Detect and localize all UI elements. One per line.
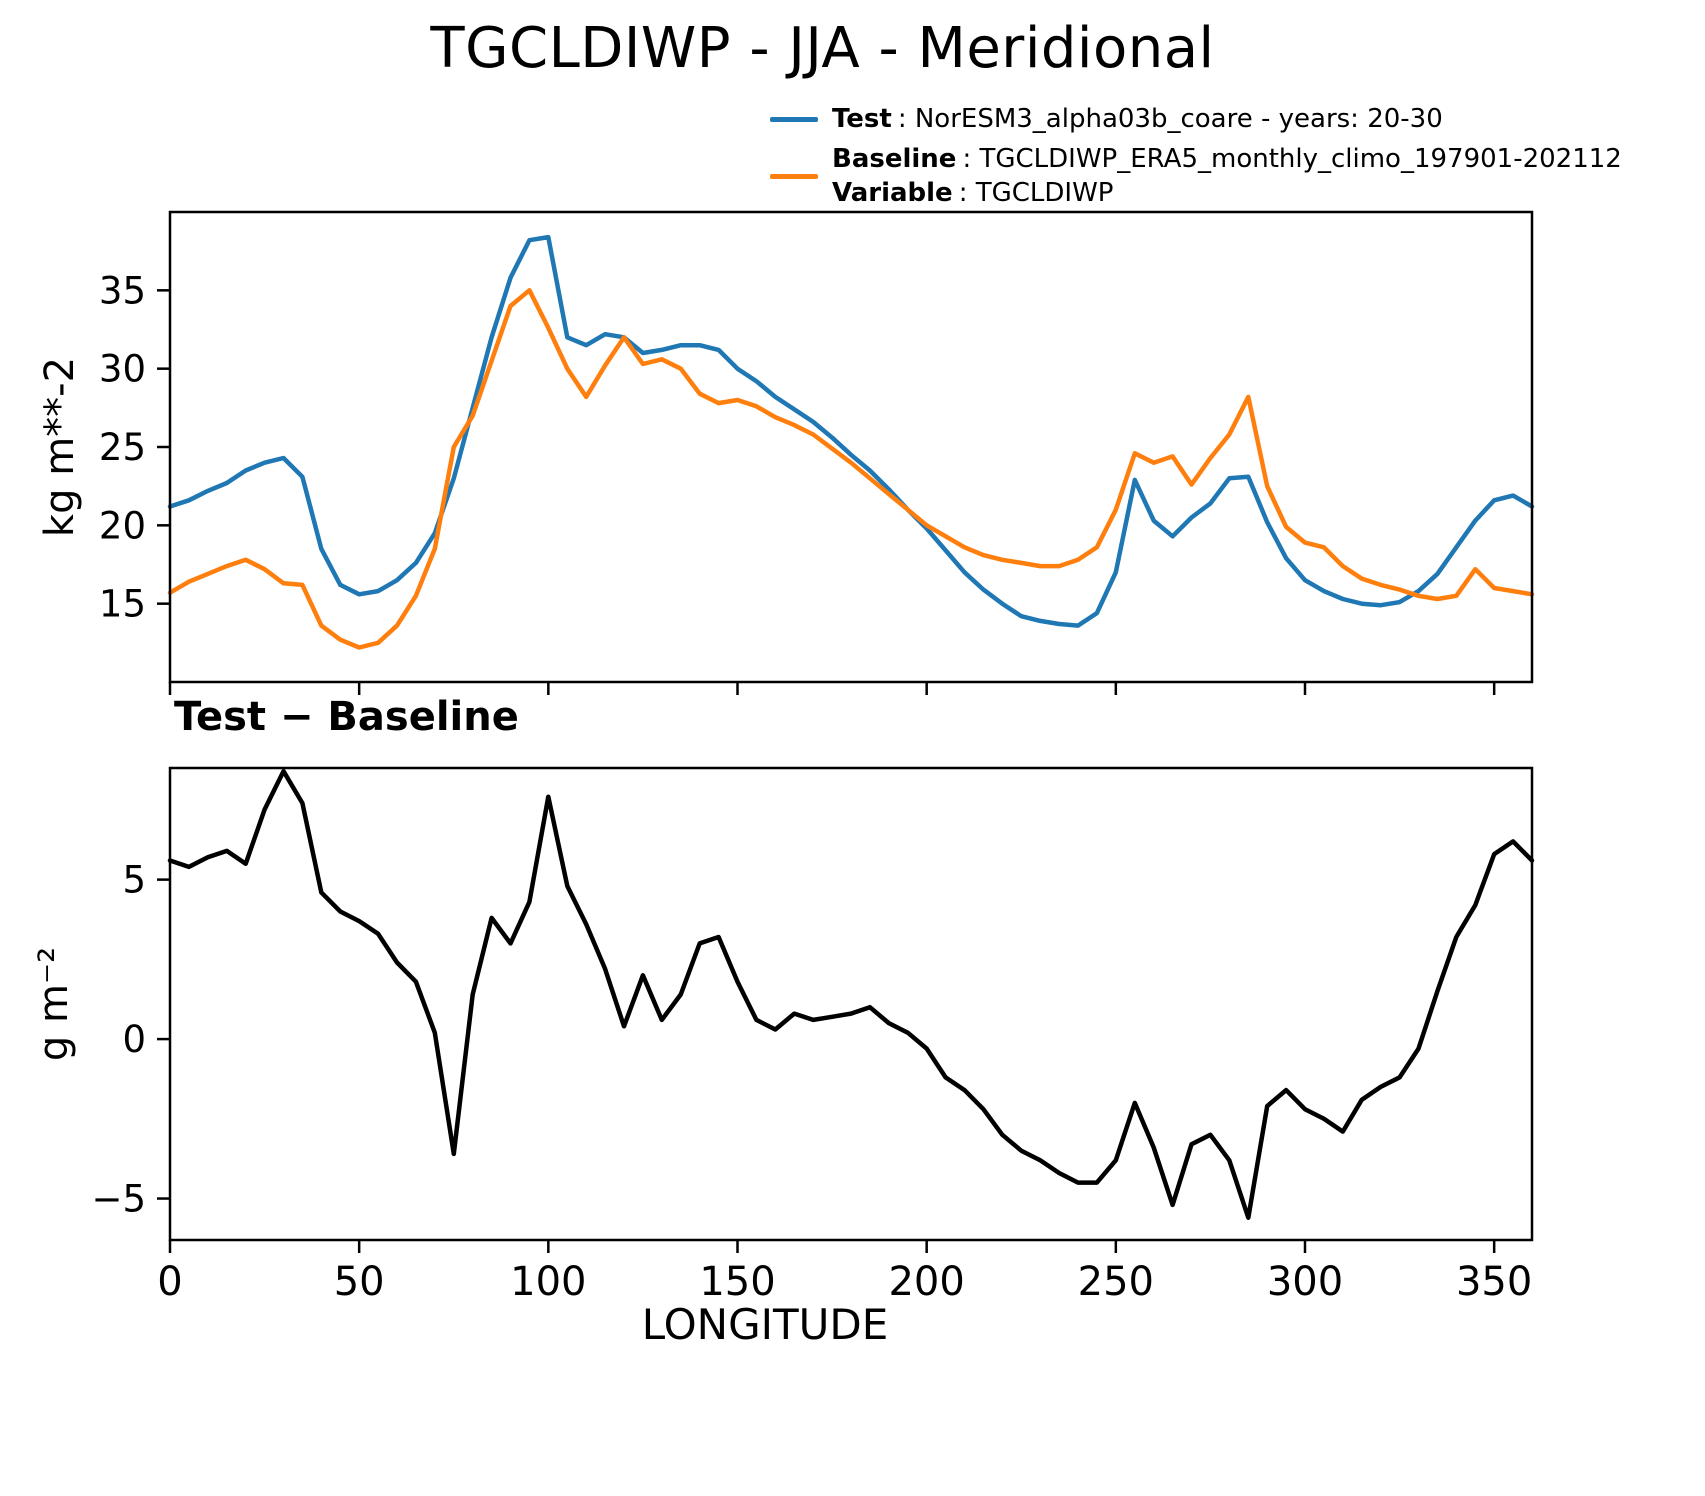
x-tick-label: 150 — [699, 1259, 775, 1305]
x-tick-label: 250 — [1078, 1259, 1154, 1305]
legend-test-label: Test — [832, 104, 892, 134]
x-tick-label: 350 — [1456, 1259, 1532, 1305]
test-line-swatch — [770, 116, 818, 122]
legend-item-baseline: Baseline: TGCLDIWP_ERA5_monthly_climo_19… — [770, 144, 1622, 208]
baseline-line — [167, 288, 1535, 650]
legend-baseline-label: Baseline — [832, 144, 957, 174]
y-tick-label: 5 — [122, 859, 146, 902]
y-tick-label: 30 — [99, 348, 146, 391]
top-y-axis-label: kg m**-2 — [37, 356, 83, 538]
y-tick-label: 25 — [99, 426, 146, 469]
diff-line — [167, 768, 1535, 1220]
test-line — [167, 234, 1535, 628]
legend-variable-line: Variable: TGCLDIWP — [832, 178, 1622, 208]
x-tick-label: 50 — [334, 1259, 385, 1305]
bottom-panel-frame — [168, 766, 1534, 1242]
baseline-line-swatch — [770, 173, 818, 179]
legend-item-test-text: Test: NorESM3_alpha03b_coare - years: 20… — [832, 104, 1443, 134]
legend-item-test: Test: NorESM3_alpha03b_coare - years: 20… — [770, 104, 1622, 134]
diff-panel-title: Test − Baseline — [174, 694, 519, 740]
legend-variable-label: Variable — [832, 178, 953, 208]
y-tick-label: −5 — [91, 1178, 146, 1221]
legend-baseline-desc: : TGCLDIWP_ERA5_monthly_climo_197901-202… — [962, 144, 1622, 174]
legend-variable-desc: : TGCLDIWP — [958, 178, 1114, 208]
legend-test-desc: : NorESM3_alpha03b_coare - years: 20-30 — [897, 104, 1443, 134]
x-axis-label: LONGITUDE — [641, 1300, 889, 1349]
bottom-y-axis-label: g m⁻² — [31, 946, 77, 1062]
x-tick-label: 200 — [888, 1259, 964, 1305]
top-panel: 15 20 25 30 35 — [99, 210, 1535, 695]
legend: Test: NorESM3_alpha03b_coare - years: 20… — [770, 104, 1622, 208]
x-tick-label: 300 — [1267, 1259, 1343, 1305]
page-title: TGCLDIWP - JJA - Meridional — [430, 16, 1215, 81]
y-tick-label: 35 — [99, 269, 146, 312]
legend-item-baseline-text: Baseline: TGCLDIWP_ERA5_monthly_climo_19… — [832, 144, 1622, 208]
y-tick-label: 20 — [99, 504, 146, 547]
top-panel-frame — [168, 210, 1534, 684]
y-tick-label: 0 — [122, 1018, 146, 1061]
legend-baseline-line: Baseline: TGCLDIWP_ERA5_monthly_climo_19… — [832, 144, 1622, 174]
y-tick-label: 15 — [99, 583, 146, 626]
x-tick-label: 0 — [157, 1259, 182, 1305]
x-tick-label: 100 — [510, 1259, 586, 1305]
